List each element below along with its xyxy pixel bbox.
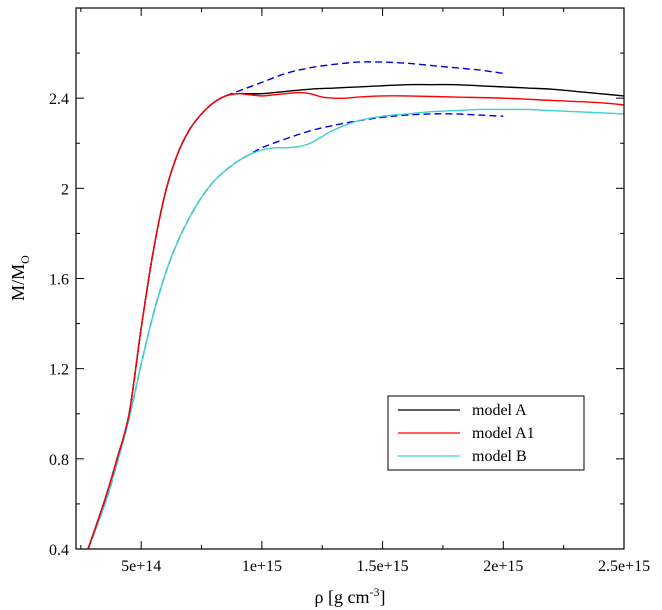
x-axis-title: ρ [g cm-3] (315, 585, 386, 607)
series-layer (87, 61, 624, 549)
y-tick-label: 0.8 (49, 452, 69, 469)
y-tick-label: 2 (61, 181, 69, 198)
x-tick-label: 5e+14 (121, 558, 161, 575)
x-tick-label: 2e+15 (483, 558, 523, 575)
legend-label-model-a: model A (472, 402, 527, 419)
series-line-model-a1 (87, 91, 624, 549)
x-tick-label: 1.5e+15 (357, 558, 409, 575)
legend-label-model-b: model B (472, 448, 527, 465)
y-tick-label: 2.4 (49, 91, 69, 108)
x-tick-label: 1e+15 (242, 558, 282, 575)
y-tick-label: 0.4 (49, 542, 69, 559)
ticks-layer: 5e+14 1e+15 1.5e+15 2e+15 2.5e+15 0.4 0.8 1.2 1.… (49, 8, 650, 575)
legend-label-model-a1: model A1 (472, 425, 535, 442)
legend: model A model A1 model B (387, 395, 585, 471)
x-tick-label: 2.5e+15 (598, 558, 650, 575)
y-tick-label: 1.2 (49, 362, 69, 379)
y-axis-title: M/MO (8, 255, 32, 301)
series-line-model-b (87, 108, 624, 549)
y-tick-label: 1.6 (49, 272, 69, 289)
